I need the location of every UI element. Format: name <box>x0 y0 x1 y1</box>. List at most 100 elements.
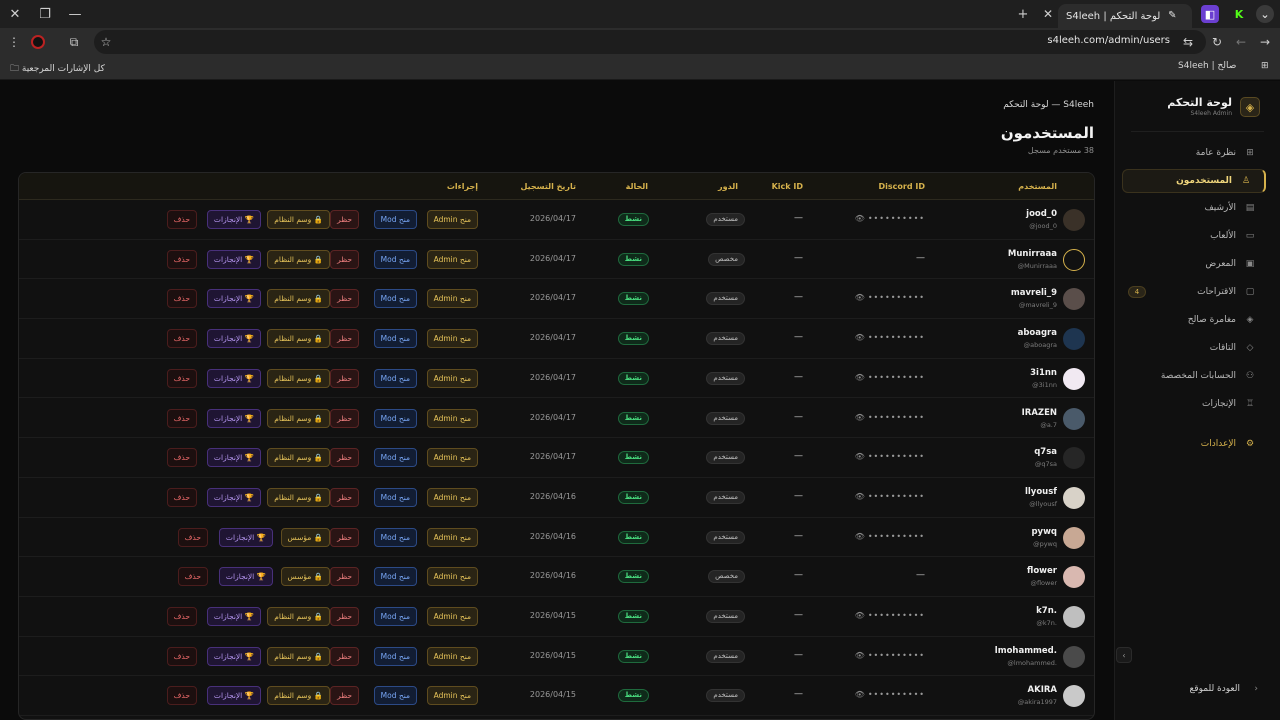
grant-mod-button[interactable]: منح Mod <box>373 527 417 547</box>
achievements-button[interactable]: 🏆 الإنجازات <box>218 527 273 547</box>
delete-button[interactable]: حذف <box>166 249 197 269</box>
ban-button[interactable]: حظر <box>330 289 359 309</box>
grant-admin-button[interactable]: منح Admin <box>426 368 478 388</box>
delete-button[interactable]: حذف <box>166 289 197 309</box>
sidebar-item-adventure[interactable]: ◈ مغامرة صالح <box>1114 308 1280 332</box>
close-window-icon[interactable]: ✕ <box>9 6 21 22</box>
grant-admin-button[interactable]: منح Admin <box>426 646 478 666</box>
ban-button[interactable]: حظر <box>330 607 359 626</box>
eye-icon[interactable]: 👁 <box>854 491 865 501</box>
discord-id-masked[interactable]: 👁 •••••••••• <box>855 452 925 461</box>
sidebar-item-suggestions[interactable]: ▢ الاقتراحات 4 <box>1114 280 1280 304</box>
all-bookmarks-link[interactable]: كل الإشارات المرجعية 🗀 <box>10 61 105 77</box>
tab-search-icon[interactable]: ⌄ <box>1256 5 1274 23</box>
sidebar-item-overview[interactable]: ⊞ نظرة عامة <box>1114 141 1280 165</box>
discord-id-masked[interactable]: 👁 •••••••••• <box>855 690 925 699</box>
achievements-button[interactable]: 🏆 الإنجازات <box>206 646 261 666</box>
delete-button[interactable]: حذف <box>166 686 197 706</box>
ban-button[interactable]: حظر <box>330 646 359 666</box>
eye-icon[interactable]: 👁 <box>854 690 865 700</box>
delete-button[interactable]: حذف <box>166 329 197 349</box>
twitch-pinned-icon[interactable]: ◧ <box>1201 5 1219 23</box>
sidebar-item-tags[interactable]: ◇ التاقات <box>1114 336 1280 360</box>
tab-close-icon[interactable]: ✕ <box>1042 7 1054 21</box>
grant-mod-button[interactable]: منح Mod <box>373 646 417 666</box>
sidebar-collapse-button[interactable]: ‹ <box>1116 647 1132 663</box>
sidebar-item-gallery[interactable]: ▣ المعرض <box>1114 252 1280 276</box>
delete-button[interactable]: حذف <box>166 368 197 388</box>
grant-mod-button[interactable]: منح Mod <box>373 289 417 309</box>
grant-admin-button[interactable]: منح Admin <box>426 527 478 547</box>
ban-button[interactable]: حظر <box>330 567 359 587</box>
grant-mod-button[interactable]: منح Mod <box>373 448 417 468</box>
delete-button[interactable]: حذف <box>166 487 197 507</box>
back-icon[interactable]: → <box>1259 35 1271 49</box>
grant-admin-button[interactable]: منح Admin <box>426 487 478 507</box>
grant-admin-button[interactable]: منح Admin <box>426 289 478 309</box>
new-tab-icon[interactable]: + <box>1017 6 1029 22</box>
achievements-button[interactable]: 🏆 الإنجازات <box>206 408 261 428</box>
discord-id-masked[interactable]: 👁 •••••••••• <box>855 532 925 541</box>
achievements-button[interactable]: 🏆 الإنجازات <box>206 210 261 229</box>
grant-mod-button[interactable]: منح Mod <box>373 487 417 507</box>
grant-mod-button[interactable]: منح Mod <box>373 408 417 428</box>
lock-badge-button[interactable]: 🔒 وسم النظام <box>267 249 330 269</box>
grant-admin-button[interactable]: منح Admin <box>426 408 478 428</box>
discord-id-masked[interactable]: 👁 •••••••••• <box>855 492 925 501</box>
discord-id-masked[interactable]: 👁 •••••••••• <box>855 214 925 223</box>
grant-mod-button[interactable]: منح Mod <box>373 368 417 388</box>
site-settings-icon[interactable]: ⇆ <box>1182 35 1194 49</box>
sidebar-item-achievements[interactable]: ♖ الإنجازات <box>1114 392 1280 416</box>
delete-button[interactable]: حذف <box>166 210 197 229</box>
reload-icon[interactable]: ↻ <box>1211 35 1223 49</box>
back-to-site-link[interactable]: العودة للموقع <box>1189 684 1240 694</box>
eye-icon[interactable]: 👁 <box>854 214 865 223</box>
grant-admin-button[interactable]: منح Admin <box>426 329 478 349</box>
grant-admin-button[interactable]: منح Admin <box>426 567 478 587</box>
eye-icon[interactable]: 👁 <box>854 412 865 422</box>
bookmark-link[interactable]: صالح | S4leeh <box>1178 61 1236 71</box>
delete-button[interactable]: حذف <box>166 408 197 428</box>
lock-badge-button[interactable]: 🔒 وسم النظام <box>267 289 330 309</box>
grant-admin-button[interactable]: منح Admin <box>426 607 478 626</box>
kick-pinned-icon[interactable]: K <box>1234 7 1244 21</box>
ban-button[interactable]: حظر <box>330 249 359 269</box>
lock-badge-button[interactable]: 🔒 وسم النظام <box>267 686 330 706</box>
url-text[interactable]: s4leeh.com/admin/users <box>1047 35 1170 46</box>
eye-icon[interactable]: 👁 <box>854 452 865 462</box>
achievements-button[interactable]: 🏆 الإنجازات <box>206 607 261 626</box>
achievements-button[interactable]: 🏆 الإنجازات <box>206 686 261 706</box>
sidebar-item-custom-accounts[interactable]: ⚇ الحسابات المخصصة <box>1114 364 1280 388</box>
bookmark-star-icon[interactable]: ☆ <box>100 35 112 49</box>
browser-tab-active[interactable]: ✎ لوحة التحكم | S4leeh <box>1058 4 1192 28</box>
discord-id-masked[interactable]: 👁 •••••••••• <box>855 611 925 620</box>
achievements-button[interactable]: 🏆 الإنجازات <box>206 289 261 309</box>
lock-badge-button[interactable]: 🔒 وسم النظام <box>267 210 330 229</box>
delete-button[interactable]: حذف <box>166 607 197 626</box>
eye-icon[interactable]: 👁 <box>854 531 865 541</box>
discord-id-masked[interactable]: 👁 •••••••••• <box>855 651 925 660</box>
ban-button[interactable]: حظر <box>330 527 359 547</box>
grant-mod-button[interactable]: منح Mod <box>373 686 417 706</box>
lock-badge-button[interactable]: 🔒 وسم النظام <box>267 329 330 349</box>
discord-id-masked[interactable]: 👁 •••••••••• <box>855 373 925 382</box>
grant-admin-button[interactable]: منح Admin <box>426 210 478 229</box>
achievements-button[interactable]: 🏆 الإنجازات <box>206 329 261 349</box>
delete-button[interactable]: حذف <box>166 646 197 666</box>
grant-admin-button[interactable]: منح Admin <box>426 686 478 706</box>
grant-mod-button[interactable]: منح Mod <box>373 607 417 626</box>
ban-button[interactable]: حظر <box>330 487 359 507</box>
profile-avatar-icon[interactable] <box>28 32 48 52</box>
omnibox[interactable]: ☆ s4leeh.com/admin/users ⇆ <box>94 30 1206 54</box>
sidebar-item-settings[interactable]: ⚙ الإعدادات <box>1114 432 1280 456</box>
minimize-window-icon[interactable]: — <box>68 6 82 22</box>
ban-button[interactable]: حظر <box>330 448 359 468</box>
extensions-icon[interactable]: ⧉ <box>69 34 79 49</box>
ban-button[interactable]: حظر <box>330 408 359 428</box>
sidebar-item-archive[interactable]: ▤ الأرشيف <box>1114 196 1280 220</box>
discord-id-masked[interactable]: 👁 •••••••••• <box>855 293 925 302</box>
eye-icon[interactable]: 👁 <box>854 293 865 303</box>
grant-mod-button[interactable]: منح Mod <box>373 210 417 229</box>
grant-mod-button[interactable]: منح Mod <box>373 329 417 349</box>
lock-badge-button[interactable]: 🔒 وسم النظام <box>267 607 330 626</box>
